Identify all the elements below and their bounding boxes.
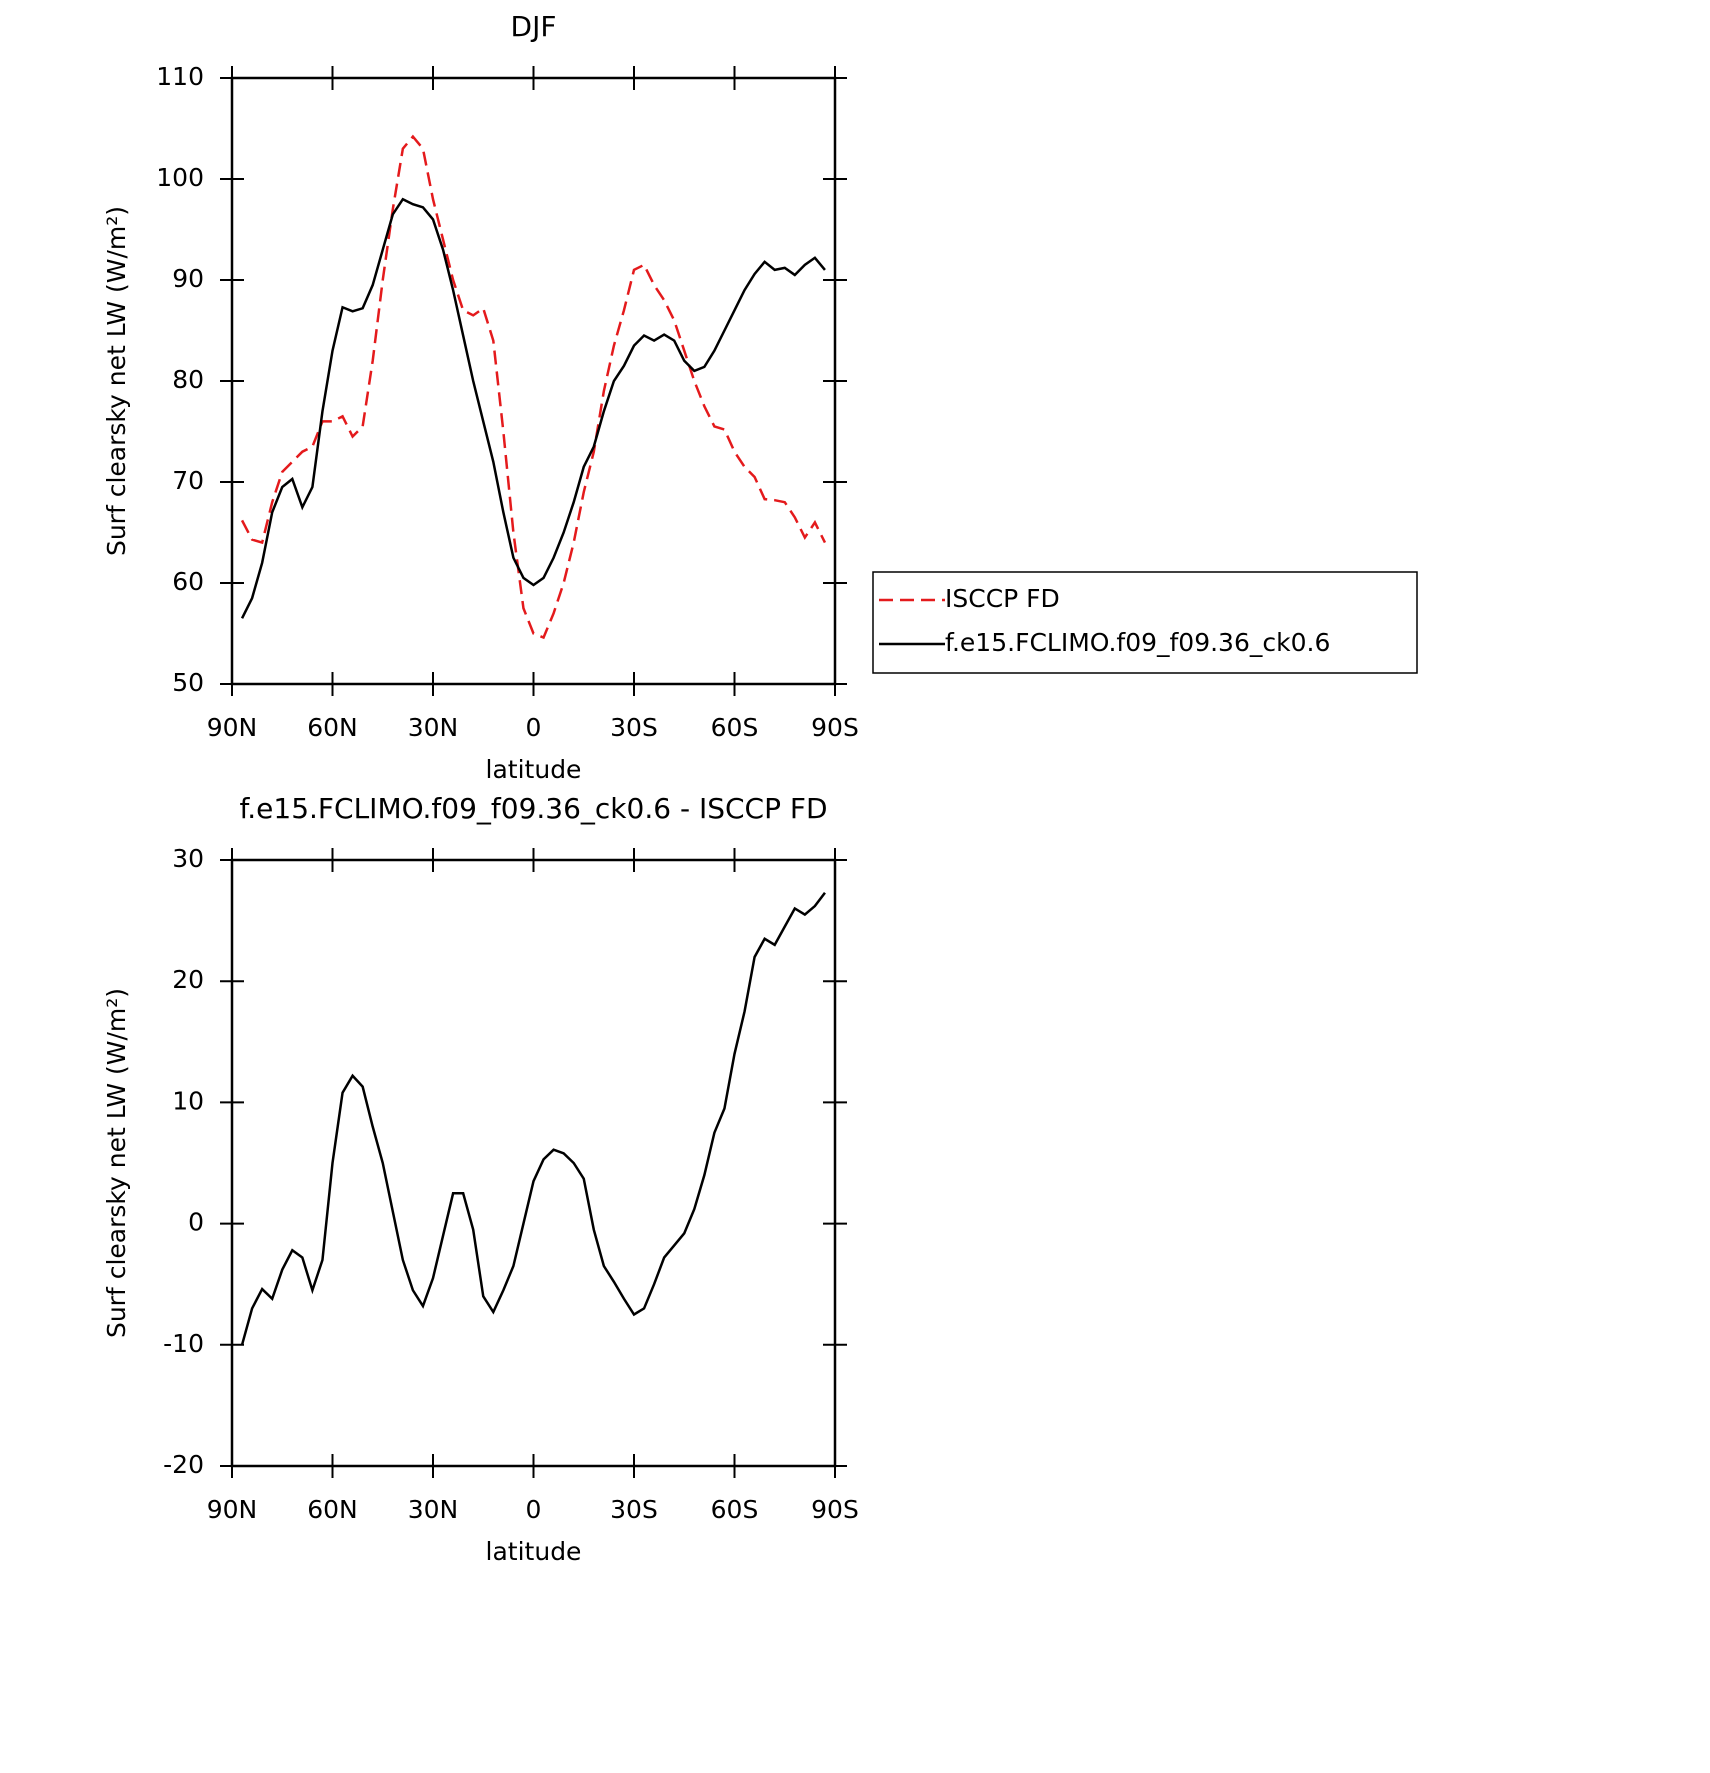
y-tick-label: -20 [163,1450,204,1479]
data-line [240,197,826,619]
legend-label: f.e15.FCLIMO.f09_f09.36_ck0.6 [945,628,1330,657]
x-tick-label: 60N [307,1495,358,1524]
data-line [240,891,826,1346]
x-tick-label: 60S [711,713,759,742]
y-tick-label: 50 [172,668,204,697]
plot-frame [230,858,837,1468]
chart-title: f.e15.FCLIMO.f09_f09.36_ck0.6 - ISCCP FD [239,792,827,825]
y-tick-label: 10 [172,1086,204,1115]
x-tick-label: 60N [307,713,358,742]
y-tick-label: 20 [172,965,204,994]
x-tick-label: 90N [207,1495,258,1524]
x-tick-label: 30S [610,1495,658,1524]
y-tick-label: 90 [172,264,204,293]
y-tick-label: 80 [172,365,204,394]
chart-title: DJF [511,10,557,43]
y-axis-label: Surf clearsky net LW (W/m²) [102,988,131,1338]
y-tick-label: 30 [172,844,204,873]
x-axis-label: latitude [486,1537,582,1566]
x-tick-label: 0 [526,713,542,742]
y-tick-label: 110 [156,62,204,91]
legend-box [872,571,1418,674]
legend-label: ISCCP FD [945,584,1060,613]
plot-frame [230,76,837,686]
y-tick-label: 60 [172,567,204,596]
x-tick-label: 30S [610,713,658,742]
x-tick-label: 0 [526,1495,542,1524]
y-tick-label: -10 [163,1329,204,1358]
y-tick-label: 70 [172,466,204,495]
x-axis-label: latitude [486,755,582,784]
data-line [240,134,827,640]
x-tick-label: 30N [408,1495,459,1524]
x-tick-label: 90S [811,713,859,742]
x-tick-label: 30N [408,713,459,742]
x-tick-label: 60S [711,1495,759,1524]
x-tick-label: 90S [811,1495,859,1524]
x-tick-label: 90N [207,713,258,742]
y-axis-label: Surf clearsky net LW (W/m²) [102,206,131,556]
y-tick-label: 0 [188,1208,204,1237]
y-tick-label: 100 [156,163,204,192]
